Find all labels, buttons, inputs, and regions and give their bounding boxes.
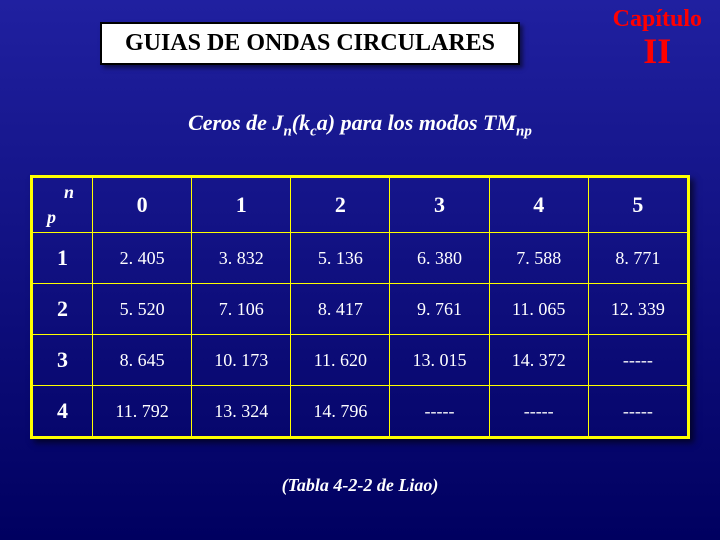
table-cell: 3. 832 <box>192 233 291 284</box>
row-header: 4 <box>33 386 93 437</box>
table-caption: (Tabla 4-2-2 de Liao) <box>0 475 720 496</box>
subtitle: Ceros de Jn(kca) para los modos TMnp <box>0 110 720 140</box>
table-cell: 6. 380 <box>390 233 489 284</box>
row-header: 2 <box>33 284 93 335</box>
subtitle-sub-np: np <box>516 123 532 139</box>
subtitle-sub-c: c <box>310 123 317 139</box>
table-cell: 5. 136 <box>291 233 390 284</box>
table-cell: 2. 405 <box>93 233 192 284</box>
chapter-number: II <box>613 33 702 69</box>
table-row: 2 5. 520 7. 106 8. 417 9. 761 11. 065 12… <box>33 284 688 335</box>
table-cell: 11. 620 <box>291 335 390 386</box>
table-row: 1 2. 405 3. 832 5. 136 6. 380 7. 588 8. … <box>33 233 688 284</box>
zeros-table: n p 0 1 2 3 4 5 1 2. 405 3. 832 5. 136 6… <box>32 177 688 437</box>
table-cell: ----- <box>588 335 687 386</box>
table-cell: ----- <box>489 386 588 437</box>
table-row: 4 11. 792 13. 324 14. 796 ----- ----- --… <box>33 386 688 437</box>
table-cell: 14. 796 <box>291 386 390 437</box>
table-cell: 13. 015 <box>390 335 489 386</box>
table-cell: ----- <box>390 386 489 437</box>
table-cell: 12. 339 <box>588 284 687 335</box>
table-cell: ----- <box>588 386 687 437</box>
corner-cell: n p <box>33 178 93 233</box>
table-cell: 8. 771 <box>588 233 687 284</box>
table-header-row: n p 0 1 2 3 4 5 <box>33 178 688 233</box>
col-header: 1 <box>192 178 291 233</box>
main-title: GUIAS DE ONDAS CIRCULARES <box>100 22 520 65</box>
subtitle-mid2: a) para los modos TM <box>317 110 516 135</box>
table-cell: 8. 417 <box>291 284 390 335</box>
corner-p-label: p <box>47 207 56 228</box>
table-cell: 14. 372 <box>489 335 588 386</box>
col-header: 2 <box>291 178 390 233</box>
table-cell: 11. 065 <box>489 284 588 335</box>
corner-n-label: n <box>64 182 74 203</box>
col-header: 5 <box>588 178 687 233</box>
col-header: 4 <box>489 178 588 233</box>
zeros-table-container: n p 0 1 2 3 4 5 1 2. 405 3. 832 5. 136 6… <box>30 175 690 439</box>
subtitle-sub-n: n <box>283 123 291 139</box>
chapter-label: Capítulo <box>613 6 702 33</box>
col-header: 3 <box>390 178 489 233</box>
row-header: 1 <box>33 233 93 284</box>
table-cell: 7. 106 <box>192 284 291 335</box>
subtitle-mid: (k <box>292 110 310 135</box>
col-header: 0 <box>93 178 192 233</box>
subtitle-pre: Ceros de J <box>188 110 283 135</box>
table-cell: 10. 173 <box>192 335 291 386</box>
table-row: 3 8. 645 10. 173 11. 620 13. 015 14. 372… <box>33 335 688 386</box>
table-cell: 8. 645 <box>93 335 192 386</box>
table-cell: 7. 588 <box>489 233 588 284</box>
table-cell: 11. 792 <box>93 386 192 437</box>
table-cell: 13. 324 <box>192 386 291 437</box>
row-header: 3 <box>33 335 93 386</box>
table-cell: 5. 520 <box>93 284 192 335</box>
table-cell: 9. 761 <box>390 284 489 335</box>
chapter-block: Capítulo II <box>613 6 702 69</box>
